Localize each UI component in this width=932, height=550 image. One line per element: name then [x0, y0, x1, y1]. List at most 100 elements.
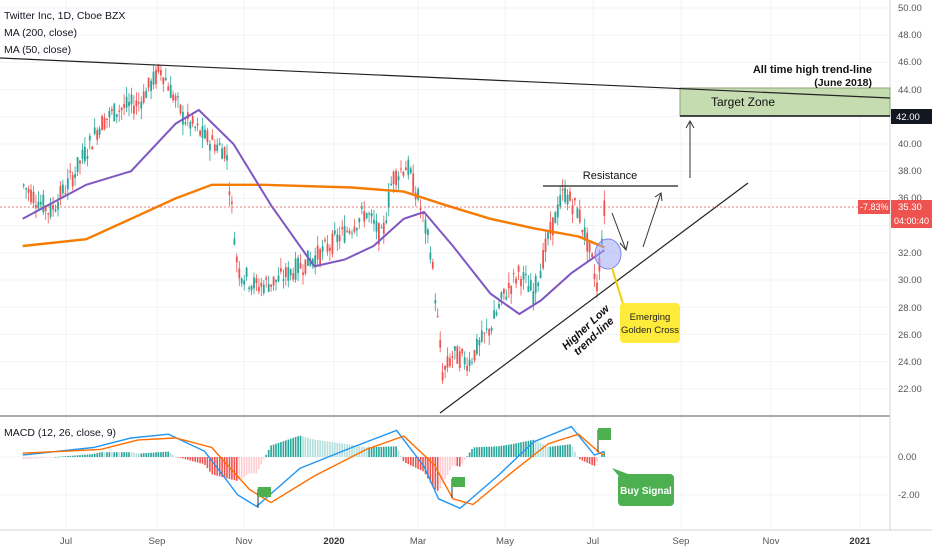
candle-body: [402, 172, 405, 176]
candle-body: [480, 330, 483, 342]
ma50-line[interactable]: [22, 108, 606, 316]
ma200-line[interactable]: [22, 183, 605, 249]
candle-body: [493, 310, 495, 319]
macd-histogram-bar: [586, 457, 588, 463]
macd-histogram-bar: [402, 457, 405, 462]
price-axis[interactable]: 50.00 48.00 46.00 44.00 40.00 38.00 36.0…: [898, 3, 922, 395]
ath-label-2: (June 2018): [814, 77, 872, 89]
macd-histogram-bar: [532, 439, 535, 457]
macd-histogram-bar: [583, 457, 586, 462]
macd-histogram-bar: [248, 457, 250, 474]
macd-histogram-bar: [321, 440, 324, 457]
macd-histogram-bar: [579, 457, 581, 460]
candle-body: [578, 209, 581, 223]
current-price-text: 35.30: [898, 202, 922, 213]
candle-body: [297, 257, 299, 274]
macd-histogram-bar: [289, 438, 292, 457]
candle-body: [566, 194, 569, 205]
candle-body: [74, 174, 76, 178]
macd-legend[interactable]: MACD (12, 26, close, 9): [4, 427, 116, 439]
macd-histogram-bar: [517, 442, 520, 457]
macd-histogram-bar: [478, 447, 481, 457]
candle-body: [346, 230, 348, 232]
candle-body: [405, 167, 407, 171]
candle-body: [57, 201, 59, 210]
candle-body: [245, 267, 248, 277]
candle-body: [162, 77, 165, 84]
macd-histogram-bar: [76, 455, 79, 457]
candle-body: [319, 249, 321, 265]
macd-histogram-bar: [542, 444, 544, 457]
candle-body: [240, 278, 243, 284]
golden-cross-connector: [611, 267, 624, 305]
candle-body: [37, 201, 40, 209]
candle-body: [275, 279, 277, 282]
candle-body: [294, 258, 297, 280]
macd-histogram-bar: [324, 441, 326, 457]
candle-body: [324, 239, 326, 242]
price-tick: 28.00: [898, 303, 922, 314]
candle-body: [343, 226, 346, 243]
candle-body: [287, 267, 290, 281]
macd-histogram-bar: [559, 445, 561, 457]
macd-histogram-bar: [40, 457, 42, 459]
macd-histogram-bar: [282, 441, 285, 457]
candle-body: [588, 240, 591, 253]
candle-body: [270, 284, 272, 287]
candle-body: [431, 261, 434, 269]
change-text: -7.83%: [860, 202, 889, 212]
macd-histogram-bar: [233, 457, 236, 481]
macd-histogram-bar: [493, 446, 495, 457]
macd-histogram-bar: [98, 452, 101, 457]
ma200-legend[interactable]: MA (200, close): [4, 27, 77, 39]
candle-body: [177, 96, 179, 98]
ma50-legend[interactable]: MA (50, close): [4, 44, 71, 56]
target-zone[interactable]: [679, 87, 891, 117]
macd-histogram-bar: [189, 457, 192, 461]
time-axis[interactable]: Jul Sep Nov 2020 Mar May Jul Sep Nov 202…: [60, 536, 871, 547]
candle-body: [54, 209, 57, 212]
higher-low-trend-line[interactable]: [439, 182, 749, 414]
candle-body: [155, 69, 157, 84]
macd-histogram-bar: [358, 446, 361, 457]
macd-histogram-bar: [417, 457, 419, 469]
macd-histogram-bar: [363, 447, 365, 457]
macd-histogram-bar: [510, 444, 512, 457]
buy-signal-text: Buy Signal: [620, 486, 672, 497]
macd-histogram-bar: [593, 457, 596, 466]
candle-body: [150, 80, 152, 92]
candle-body: [93, 127, 96, 134]
candle-body: [412, 173, 415, 193]
macd-histogram-bar: [214, 457, 216, 476]
macd-histogram-bar: [74, 455, 76, 457]
price-tick: 46.00: [898, 57, 922, 68]
ath-trend-line[interactable]: [0, 57, 891, 99]
macd-histogram-bar: [62, 456, 64, 457]
candle-body: [96, 130, 99, 140]
higher-low-label: Higher Low trend-line: [560, 302, 617, 358]
macd-histogram-bar: [221, 457, 223, 477]
golden-cross-marker[interactable]: [594, 238, 622, 270]
macd-histogram-bar: [500, 445, 503, 457]
candle-body: [299, 263, 302, 269]
golden-cross-text-1: Emerging: [630, 312, 671, 323]
highlight-price-tag: [891, 109, 932, 124]
macd-histogram-bar: [93, 453, 96, 457]
macd-signal-line[interactable]: [22, 433, 605, 506]
candle-body: [537, 282, 540, 287]
macd-histogram-bar: [434, 457, 437, 490]
macd-histogram-bar: [116, 452, 118, 457]
current-price-tag: [891, 200, 932, 214]
macd-histogram-bar: [405, 457, 407, 463]
macd-histogram-bar: [84, 454, 86, 457]
macd-line[interactable]: [22, 425, 605, 510]
macd-histogram-bar: [42, 457, 45, 458]
macd-axis[interactable]: 0.00 -2.00: [898, 452, 920, 501]
macd-histogram-bar: [86, 454, 89, 457]
macd-histogram-bar: [564, 444, 566, 457]
candle-body: [471, 362, 473, 363]
candle-body: [189, 121, 192, 129]
macd-histogram-bar: [165, 451, 167, 457]
candle-body: [451, 356, 454, 358]
candle-body: [35, 205, 37, 208]
